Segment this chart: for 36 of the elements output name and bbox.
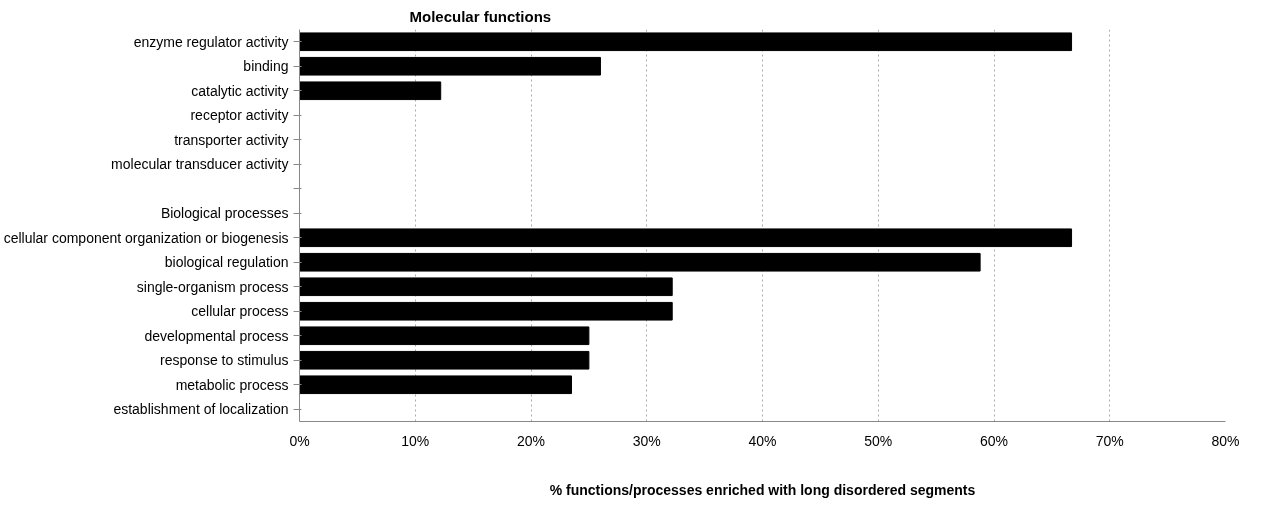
y-tick-label: enzyme regulator activity bbox=[133, 33, 289, 50]
bar bbox=[299, 81, 442, 101]
bar bbox=[299, 252, 981, 272]
y-tick-label: cellular component organization or biogenesis bbox=[3, 229, 289, 246]
y-tick-label: receptor activity bbox=[190, 107, 289, 124]
bar bbox=[299, 301, 673, 321]
x-axis-title: % functions/processes enriched with long disordered segments bbox=[549, 481, 976, 498]
y-tick-label: cellular process bbox=[191, 303, 289, 320]
x-tick-label: 70% bbox=[1095, 432, 1124, 449]
x-tick-label: 10% bbox=[401, 432, 430, 449]
x-tick-label: 20% bbox=[516, 432, 546, 449]
y-tick-label: catalytic activity bbox=[191, 82, 289, 99]
bar bbox=[299, 32, 1073, 52]
x-tick-label: 80% bbox=[1211, 432, 1240, 449]
bar bbox=[299, 56, 601, 76]
bar bbox=[299, 350, 590, 370]
y-tick-label: Biological processes bbox=[160, 205, 289, 222]
bar bbox=[299, 277, 673, 297]
y-tick-label: biological regulation bbox=[164, 254, 289, 271]
y-tick-label: establishment of localization bbox=[113, 401, 289, 418]
bar bbox=[299, 375, 573, 395]
y-tick-label: molecular transducer activity bbox=[111, 156, 289, 173]
chart-title: Molecular functions bbox=[409, 7, 552, 25]
y-tick-label: developmental process bbox=[144, 327, 289, 344]
y-tick-label: binding bbox=[243, 58, 289, 75]
x-tick-label: 0% bbox=[289, 432, 310, 449]
x-tick-label: 60% bbox=[979, 432, 1009, 449]
y-tick-label: single-organism process bbox=[136, 278, 289, 295]
y-tick-label: response to stimulus bbox=[160, 352, 289, 369]
x-tick-label: 30% bbox=[632, 432, 661, 449]
bar bbox=[299, 228, 1073, 248]
y-tick-label: metabolic process bbox=[175, 376, 289, 393]
bar bbox=[299, 326, 590, 346]
x-tick-label: 40% bbox=[748, 432, 777, 449]
y-tick-label: transporter activity bbox=[174, 131, 289, 148]
x-tick-label: 50% bbox=[864, 432, 893, 449]
